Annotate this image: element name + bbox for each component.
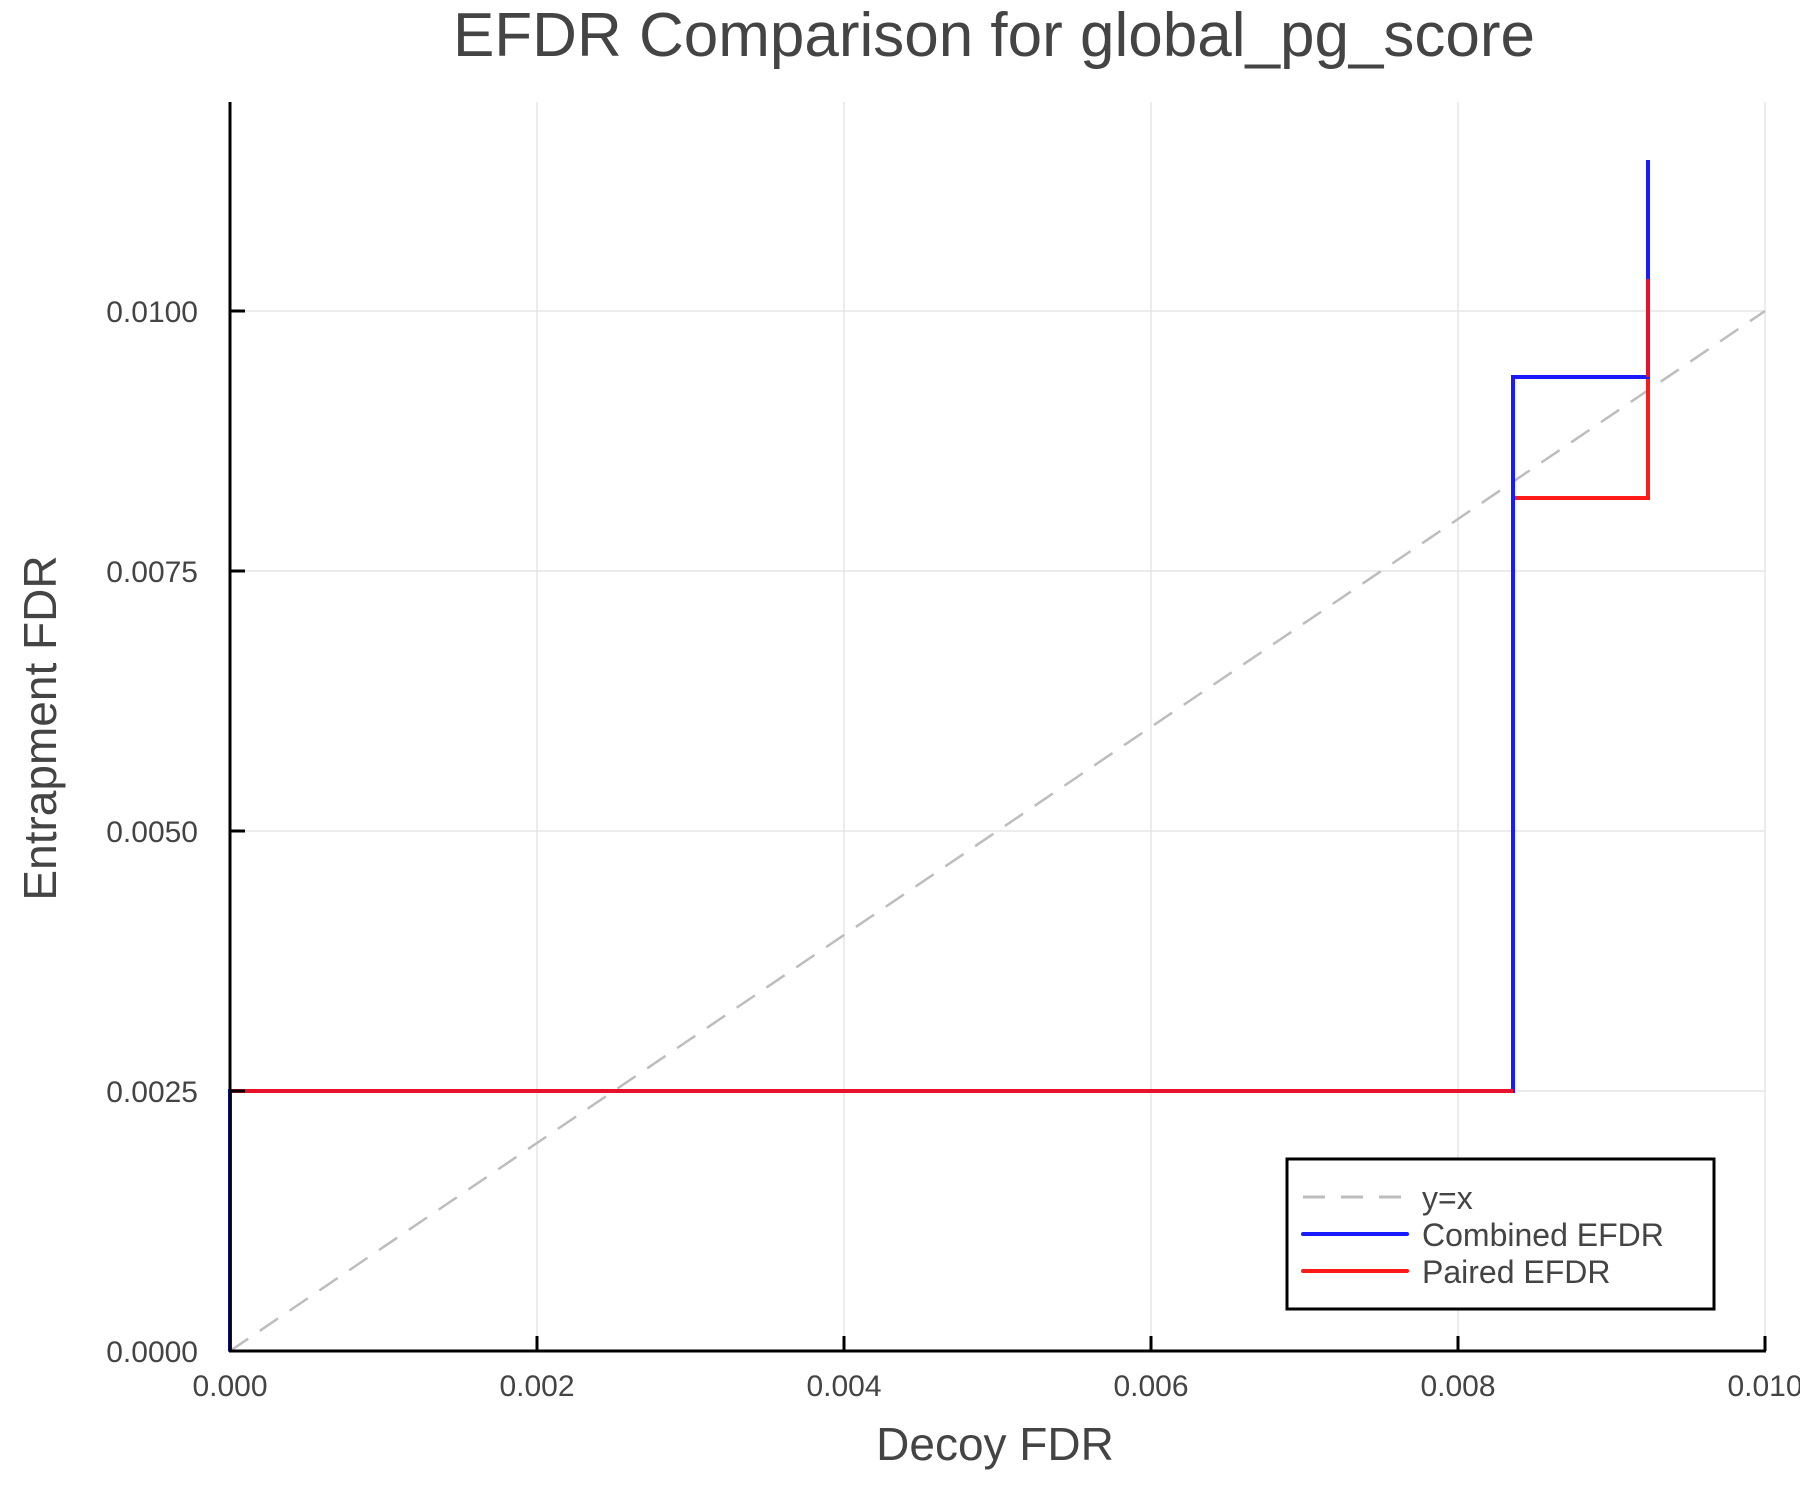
y-ticks — [230, 309, 245, 1093]
x-tick-label: 0.002 — [499, 1370, 574, 1403]
x-tick-label: 0.010 — [1727, 1370, 1800, 1403]
x-tick-label: 0.004 — [806, 1370, 881, 1403]
y-tick-label: 0.0000 — [106, 1336, 198, 1369]
x-tick-label: 0.008 — [1420, 1370, 1495, 1403]
chart-title: EFDR Comparison for global_pg_score — [453, 1, 1535, 70]
y-tick-label: 0.0025 — [106, 1076, 198, 1109]
legend-label-paired-efdr: Paired EFDR — [1422, 1254, 1611, 1290]
y-tick-label: 0.0050 — [106, 816, 198, 849]
x-axis-label: Decoy FDR — [876, 1418, 1114, 1470]
y-tick-labels: 0.0000 0.0025 0.0050 0.0075 0.0100 — [106, 296, 198, 1369]
x-ticks — [228, 1336, 1767, 1351]
series-paired-efdr — [230, 279, 1650, 1093]
grid-horizontal — [230, 310, 1765, 1092]
y-axis-label: Entrapment FDR — [14, 555, 66, 900]
x-tick-label: 0.000 — [192, 1370, 267, 1403]
y-tick-label: 0.0075 — [106, 556, 198, 589]
x-tick-label: 0.006 — [1113, 1370, 1188, 1403]
legend-label-combined-efdr: Combined EFDR — [1422, 1217, 1664, 1253]
y-tick-label: 0.0100 — [106, 296, 198, 329]
series-y-equals-x — [229, 309, 1766, 1353]
x-tick-labels: 0.000 0.002 0.004 0.006 0.008 0.010 — [192, 1370, 1800, 1403]
legend-label-y-equals-x: y=x — [1422, 1180, 1473, 1216]
legend: y=x Combined EFDR Paired EFDR — [1285, 1157, 1716, 1311]
